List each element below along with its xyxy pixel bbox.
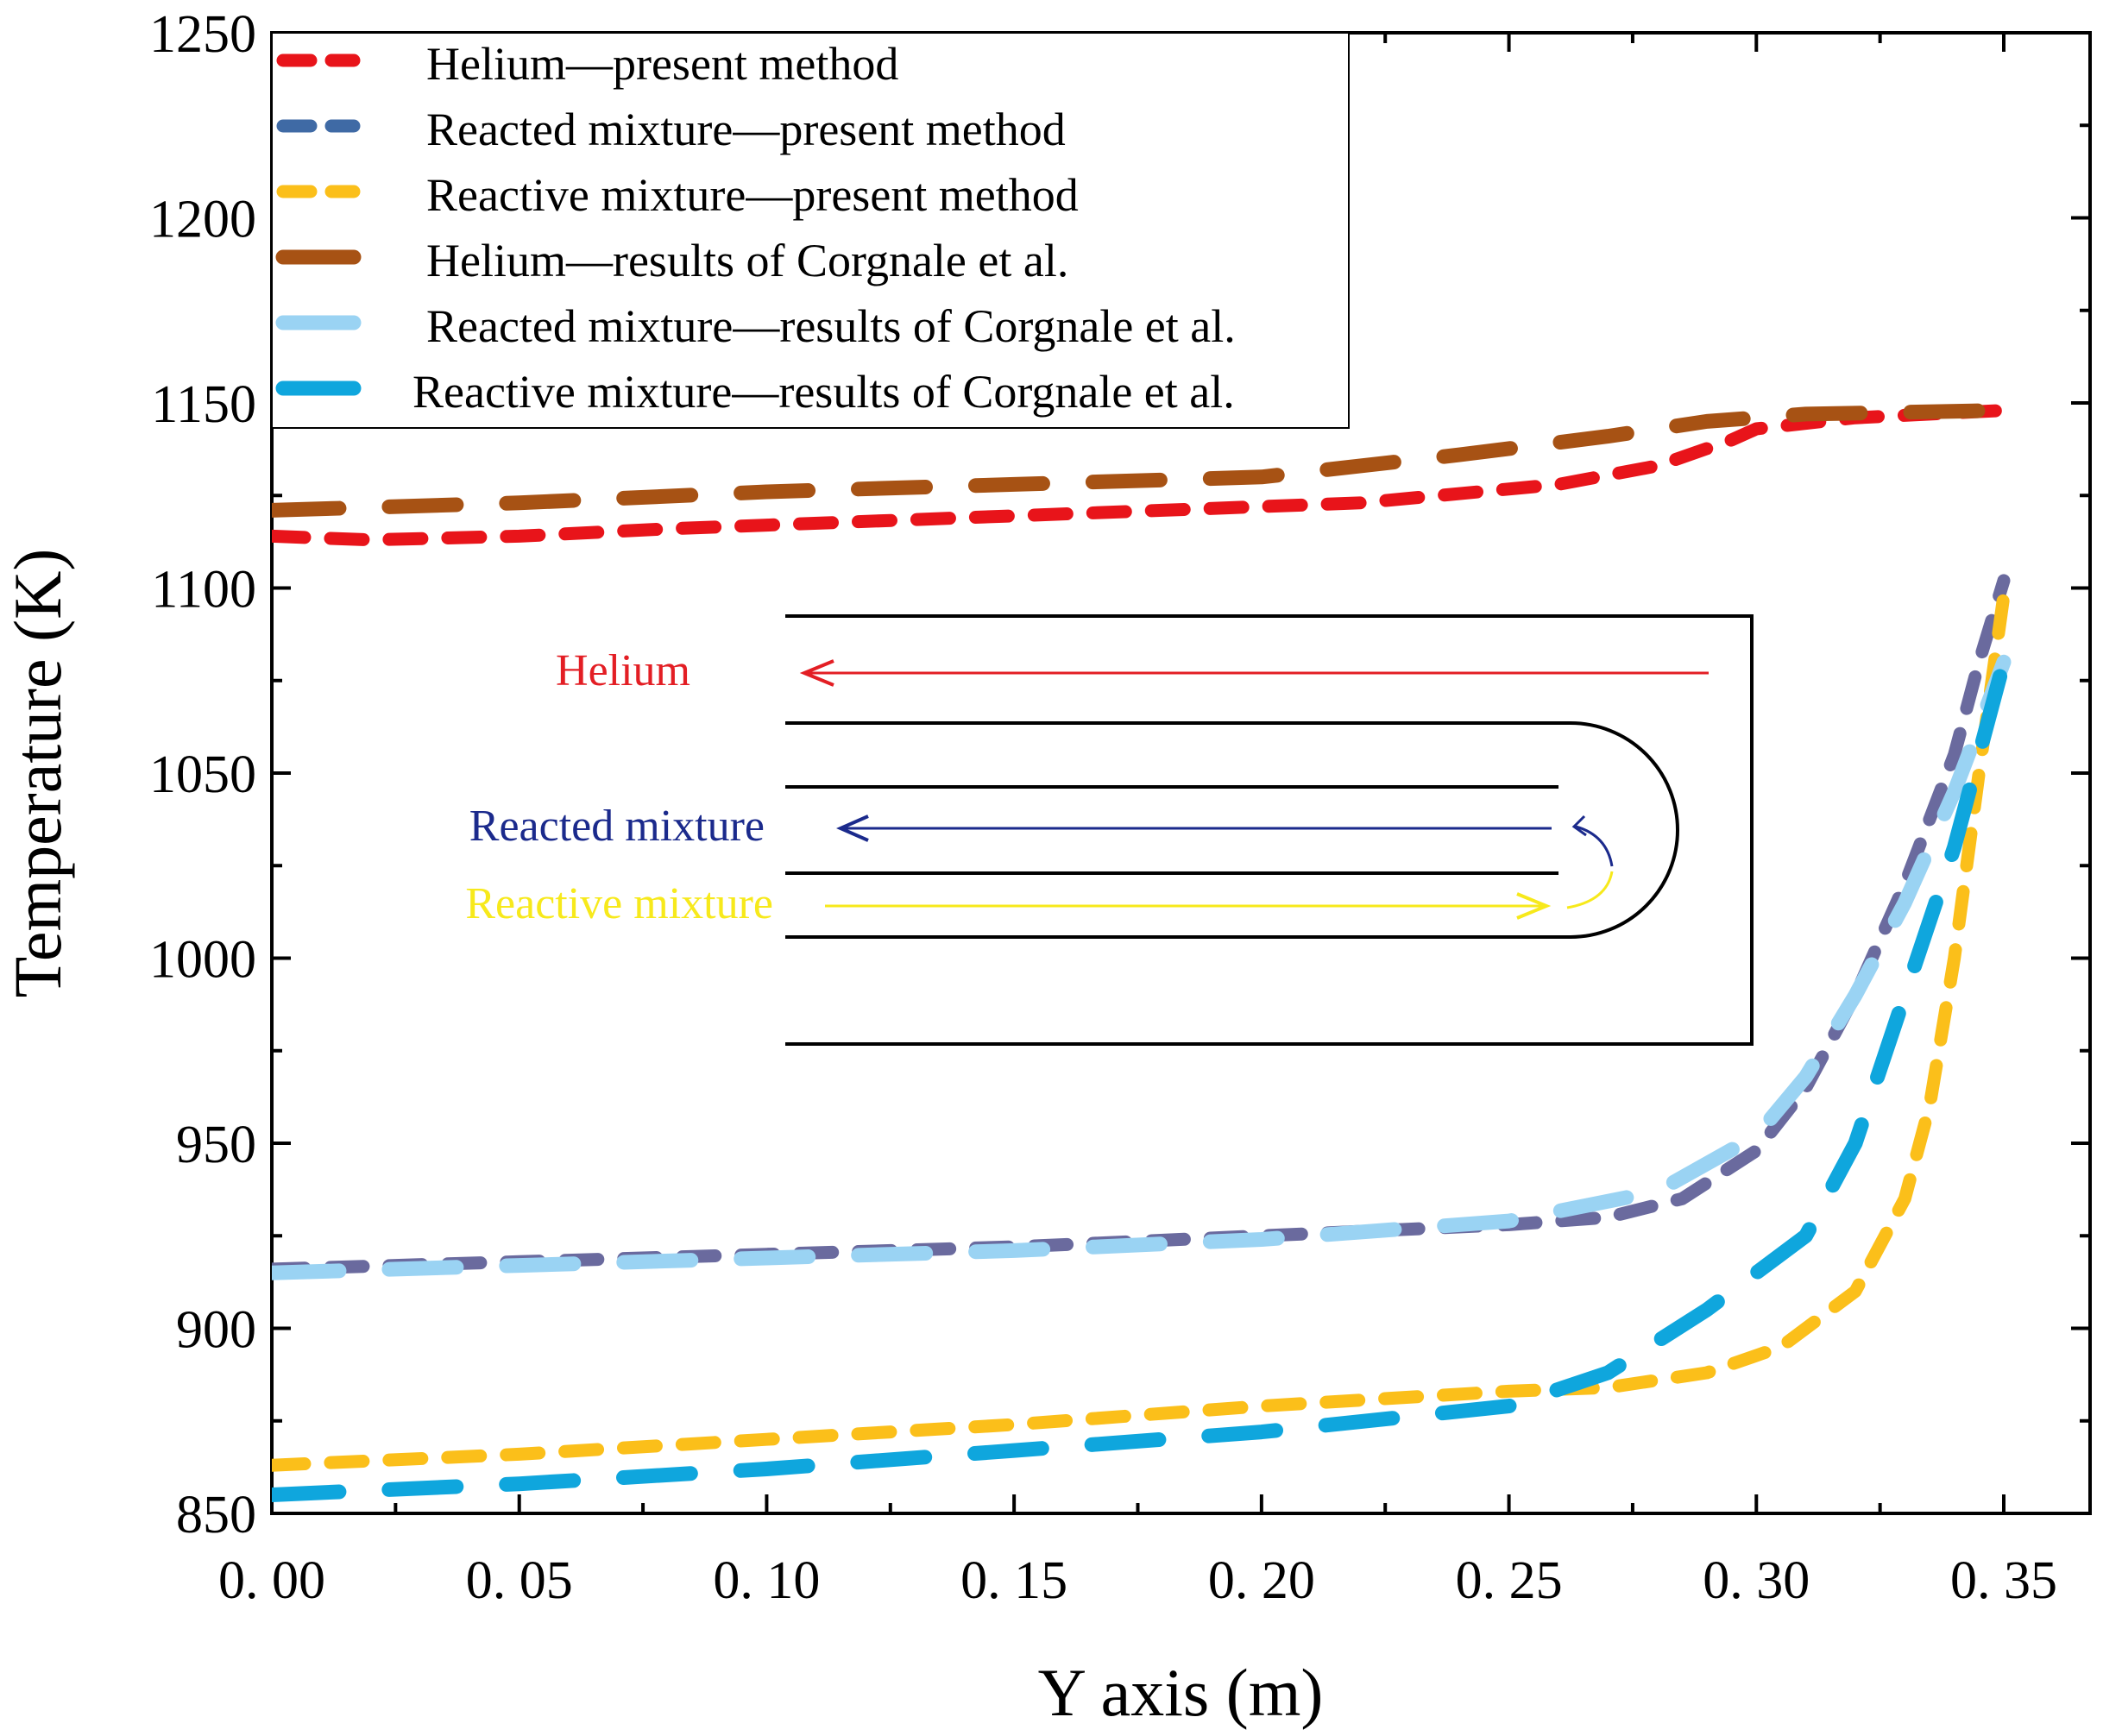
legend-label: Helium—results of Corgnale et al. <box>426 235 1068 286</box>
x-tick-label: 0. 00 <box>218 1551 325 1610</box>
legend-label: Reactive mixture—present method <box>426 169 1079 221</box>
reactive-mixture-annotation: Reactive mixture <box>465 879 773 928</box>
y-tick-label: 1050 <box>149 745 256 804</box>
legend-label: Helium—present method <box>426 38 898 90</box>
y-tick-label: 850 <box>176 1486 256 1544</box>
series-layer <box>272 403 2012 1502</box>
series-line-1 <box>272 404 2011 547</box>
y-tick-label: 900 <box>176 1301 256 1360</box>
y-tick-label: 950 <box>176 1116 256 1174</box>
legend: Helium—present method Reacted mixture—pre… <box>271 32 1350 429</box>
reacted-arrow-head <box>836 815 869 842</box>
reactive-arrow-head <box>1516 892 1552 920</box>
legend-label: Reacted mixture—results of Corgnale et a… <box>426 300 1236 352</box>
series-line-5 <box>272 654 2012 1280</box>
schematic-u-tube <box>785 721 1679 939</box>
series-line-3 <box>272 588 2011 1472</box>
y-tick-label: 1000 <box>149 931 256 990</box>
x-tick-label: 0. 30 <box>1703 1551 1810 1610</box>
y-tick-label: 1100 <box>151 561 256 620</box>
schematic-outer-channel <box>785 614 1754 1046</box>
x-tick-label: 0. 15 <box>960 1551 1067 1610</box>
y-axis-title: Temperature (K) <box>0 549 75 998</box>
legend-box <box>271 32 1350 429</box>
x-tick-label: 0. 25 <box>1456 1551 1563 1610</box>
reacted-mixture-annotation: Reacted mixture <box>469 802 765 851</box>
x-tick-label: 0. 20 <box>1208 1551 1315 1610</box>
x-tick-label: 0. 10 <box>713 1551 820 1610</box>
y-tick-label: 1200 <box>149 191 256 249</box>
series-line-6 <box>272 654 2012 1502</box>
x-axis-title: Y axis (m) <box>1038 1655 1324 1730</box>
flow-schematic: Helium Reacted mixture Reactive mixture <box>465 614 1754 1046</box>
legend-label: Reactive mixture—results of Corgnale et … <box>412 366 1235 418</box>
x-tick-label: 0. 35 <box>1950 1551 2057 1610</box>
y-tick-label: 1150 <box>151 375 256 434</box>
reacted-turn-arrow <box>1575 825 1614 867</box>
reacted-turn-arrow-head <box>1571 815 1587 837</box>
y-tick-label: 1250 <box>149 5 256 64</box>
helium-annotation: Helium <box>556 646 690 695</box>
series-line-4 <box>272 403 2012 518</box>
helium-arrow-head <box>799 659 834 687</box>
reactive-turn-arrow <box>1566 871 1614 909</box>
legend-label: Reacted mixture—present method <box>426 104 1066 155</box>
x-tick-label: 0. 05 <box>466 1551 573 1610</box>
axes-layer: 0. 00 0. 05 0. 10 0. 15 0. 20 0. 25 0. 30 0. 35… <box>149 5 2092 1610</box>
series-line-2 <box>272 574 2011 1276</box>
